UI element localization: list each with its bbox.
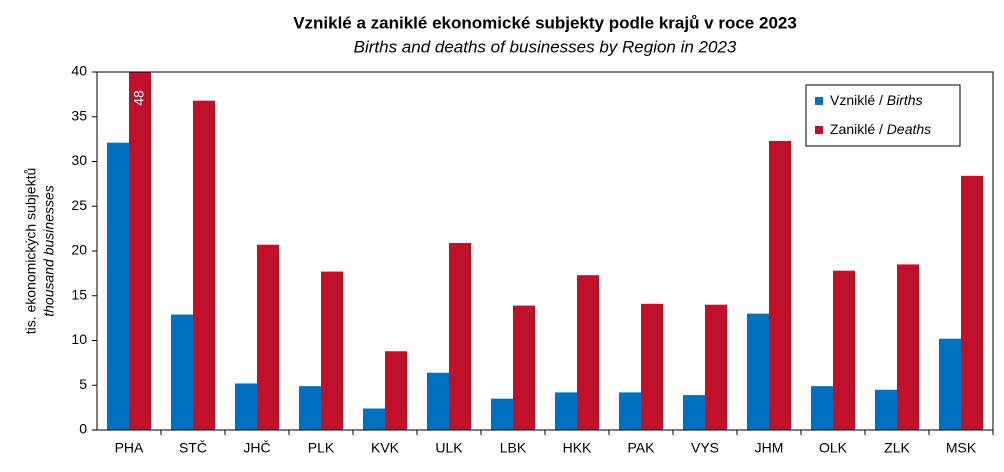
y-tick-label: 10 [71,331,87,347]
bar [129,72,151,430]
bar [449,242,471,430]
chart-subtitle: Births and deaths of businesses by Regio… [354,37,737,56]
bar [427,372,449,430]
y-tick-label: 15 [71,286,87,302]
y-tick-label: 40 [71,63,87,79]
x-tick-label: HKK [563,440,592,456]
y-tick-label: 25 [71,197,87,213]
chart-title: Vzniklé a zaniklé ekonomické subjekty po… [293,13,797,32]
bar [321,271,343,430]
bar [811,386,833,430]
bar [577,275,599,430]
x-tick-label: ULK [435,440,463,456]
x-tick-label: JHM [755,440,784,456]
bar [833,270,855,430]
x-tick-label: MSK [946,440,977,456]
bar [619,392,641,430]
bar [875,389,897,430]
bar [555,392,577,430]
x-tick-label: PLK [308,440,335,456]
bar [513,305,535,430]
legend-label: Vzniklé / Births [830,92,923,108]
legend-box [805,84,961,147]
legend-label: Zaniklé / Deaths [830,121,931,137]
y-tick-label: 35 [71,107,87,123]
bar [257,244,279,430]
bar [641,303,663,430]
bar [705,304,727,430]
bar [235,383,257,430]
bar [747,313,769,430]
bar [193,100,215,430]
bar [961,175,983,430]
y-tick-label: 5 [79,376,87,392]
y-tick-label: 20 [71,242,87,258]
bar [107,142,129,430]
bar [171,314,193,430]
y-axis-label-en: thousand businesses [41,185,57,317]
bars [107,72,983,430]
bar [769,140,791,430]
bar [385,351,407,430]
y-tick-label: 30 [71,152,87,168]
bar [683,395,705,430]
bar [363,408,385,430]
bar-value-label: 48 [131,90,147,106]
x-tick-label: JHČ [243,440,270,456]
x-tick-label: PAK [628,440,656,456]
x-tick-label: LBK [500,440,527,456]
y-axis-label: tis. ekonomických subjektů [23,168,39,335]
legend-swatch [815,126,823,134]
bar [491,398,513,430]
bar [939,338,961,430]
bar [299,386,321,430]
x-tick-label: ZLK [884,440,910,456]
x-tick-label: VYS [691,440,719,456]
x-tick-label: OLK [819,440,848,456]
x-tick-label: KVK [371,440,400,456]
plot-frame [96,71,994,431]
bar [897,264,919,430]
y-tick-label: 0 [79,421,87,437]
legend-swatch [815,97,823,105]
x-tick-label: STČ [179,440,207,456]
x-tick-label: PHA [115,440,144,456]
